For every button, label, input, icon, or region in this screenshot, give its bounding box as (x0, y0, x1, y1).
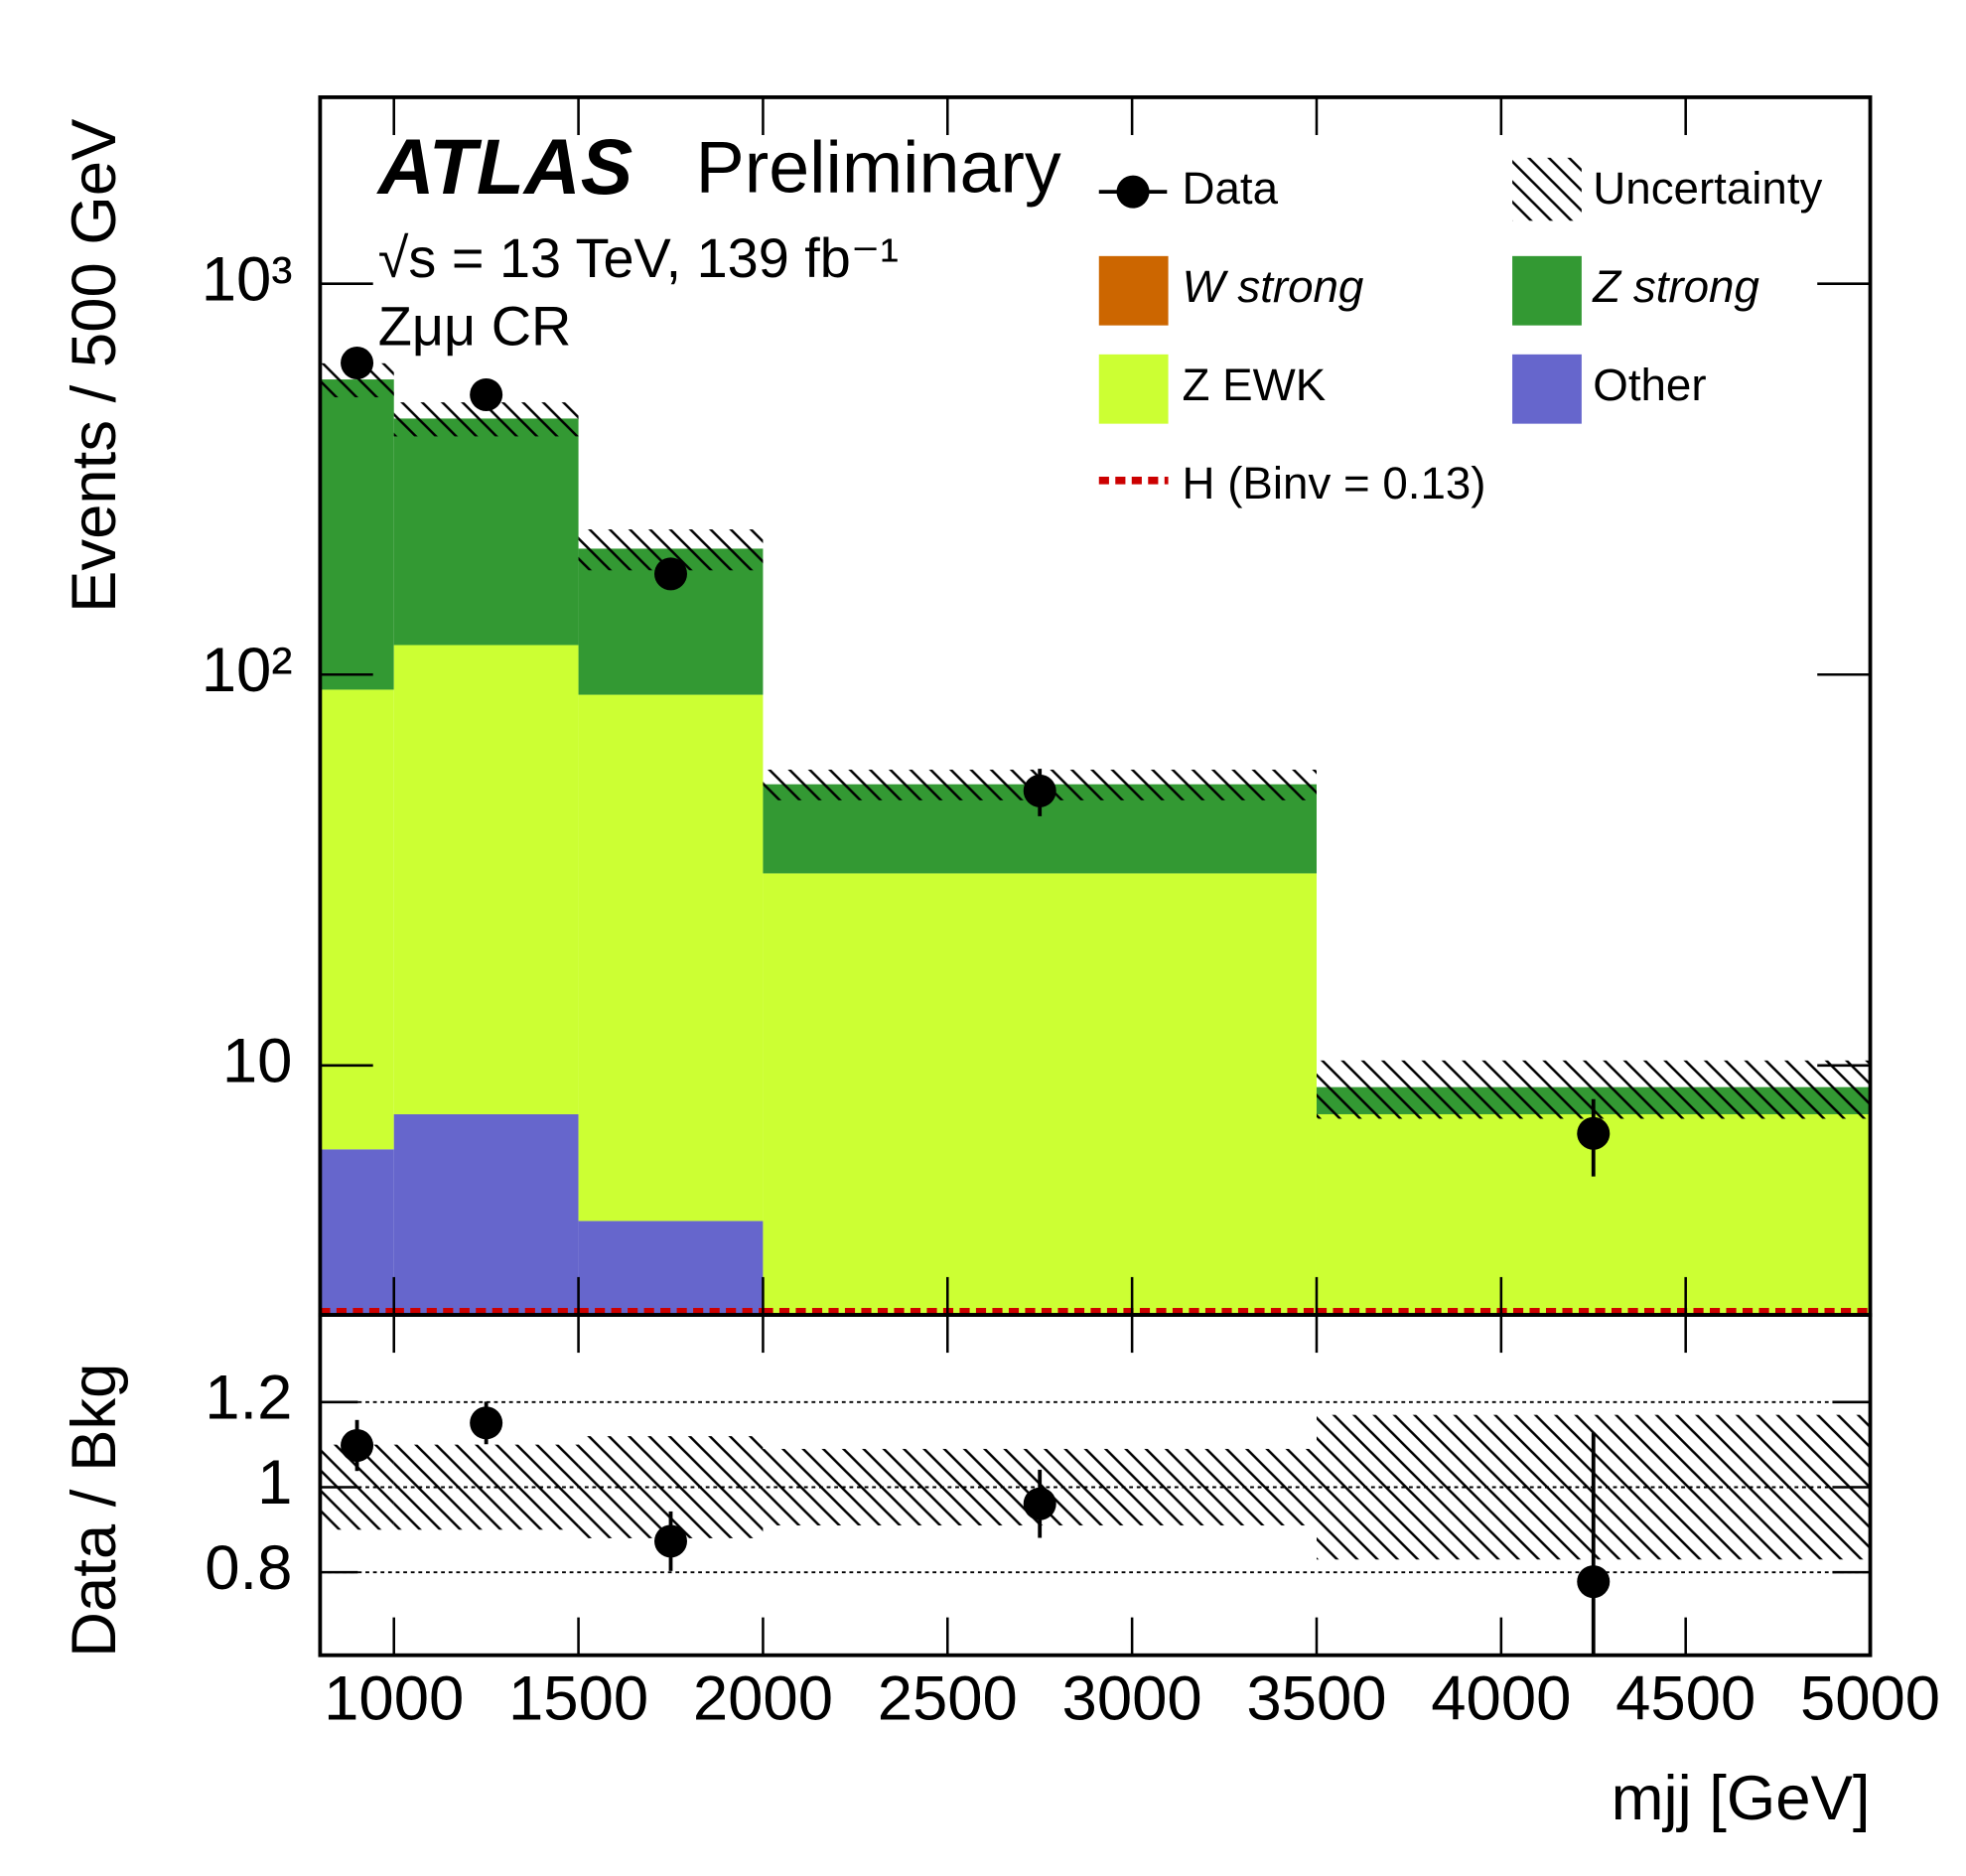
y-axis-title: Events / 500 GeV (60, 118, 129, 613)
legend-swatch (1098, 255, 1169, 326)
stack-segment (320, 379, 394, 690)
plot-layer: 0.8 1 1.2 10 10² 10³ 1000 1500 2000 2500 3000 3500 4… (202, 96, 1940, 1734)
stack-segment (393, 1113, 579, 1315)
ratio-point (1023, 1487, 1056, 1520)
y-tick-label: 10 (222, 1027, 293, 1096)
legend-label: Z strong (1592, 261, 1759, 312)
ratio-tick-label: 1 (257, 1448, 292, 1517)
x-tick-label: 5000 (1800, 1664, 1940, 1734)
data-point (341, 346, 374, 379)
legend-swatch (1512, 157, 1582, 221)
stack-segment (393, 645, 579, 1114)
stack-segment (393, 418, 579, 646)
ratio-tick-label: 1.2 (205, 1364, 292, 1433)
x-tick-label: 2000 (693, 1664, 833, 1734)
x-tick-label: 4500 (1615, 1664, 1755, 1734)
preliminary-label: Preliminary (696, 126, 1061, 209)
legend-label: Other (1593, 360, 1706, 410)
x-tick-label: 1000 (324, 1664, 464, 1734)
stack-segment (320, 689, 394, 1150)
x-tick-label: 3500 (1246, 1664, 1386, 1734)
y-tick-label: 10³ (202, 244, 293, 314)
atlas-label: ATLAS (376, 123, 632, 211)
data-point (654, 557, 688, 591)
legend-swatch (1098, 354, 1169, 424)
x-tick-label: 4000 (1431, 1664, 1571, 1734)
legend-swatch (1512, 354, 1582, 424)
data-point (470, 377, 503, 411)
x-tick-label: 2500 (878, 1664, 1018, 1734)
legend-label: H (Binv = 0.13) (1183, 458, 1486, 508)
ratio-point (654, 1524, 688, 1558)
stack-segment (763, 873, 1317, 1315)
ratio-tick-label: 0.8 (205, 1533, 292, 1603)
energy-label: √s = 13 TeV, 139 fb⁻¹ (378, 226, 899, 289)
stack-segment (320, 1149, 394, 1315)
region-label: Zμμ CR (378, 294, 572, 357)
data-point (1577, 1116, 1611, 1150)
legend-swatch (1512, 255, 1582, 326)
y-tick-label: 10² (202, 636, 293, 705)
ratio-axis-title: Data / Bkg (60, 1364, 129, 1658)
stack-segment (578, 694, 764, 1222)
data-point (1023, 774, 1056, 807)
legend-label: Z EWK (1183, 360, 1327, 410)
legend-label: Uncertainty (1593, 163, 1822, 214)
x-tick-label: 1500 (508, 1664, 648, 1734)
legend-swatch (1116, 175, 1150, 209)
ratio-point (1577, 1565, 1611, 1599)
stack-segment (578, 1221, 764, 1315)
legend-label: Data (1183, 163, 1279, 214)
x-axis-title: mjj [GeV] (1612, 1764, 1871, 1833)
x-tick-label: 3000 (1062, 1664, 1202, 1734)
legend-label: W strong (1183, 261, 1364, 312)
ratio-point (470, 1406, 503, 1440)
ratio-frame (318, 1313, 1873, 1658)
ratio-point (341, 1429, 374, 1463)
